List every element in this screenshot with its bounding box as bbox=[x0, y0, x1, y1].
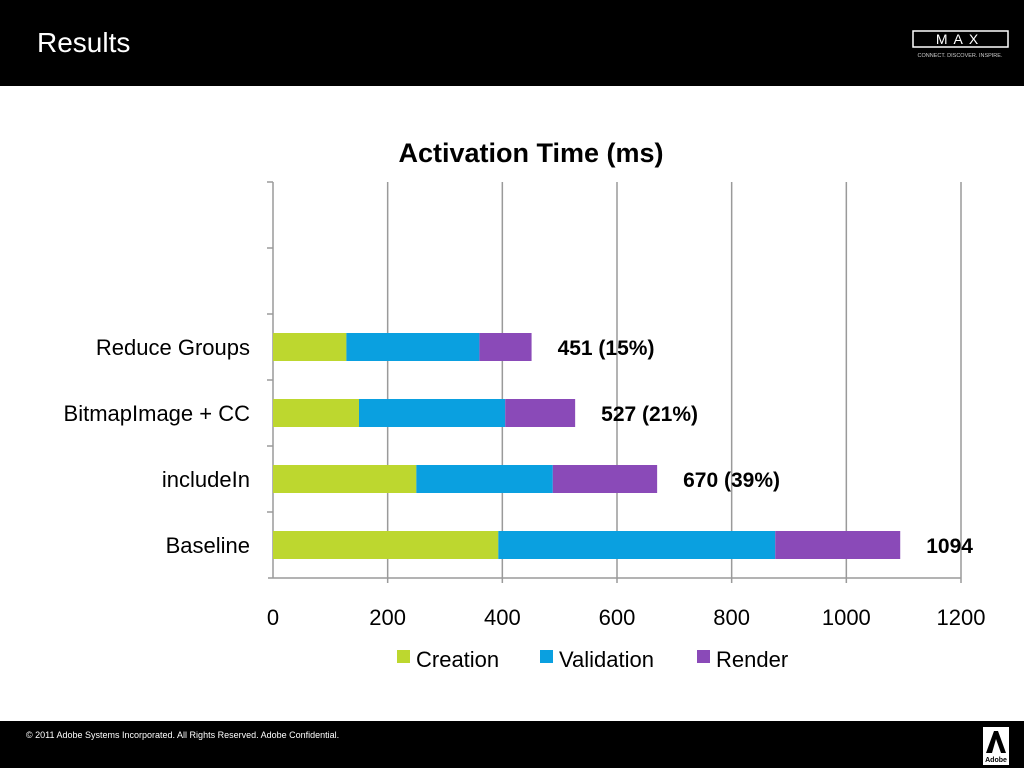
x-tick-label: 200 bbox=[369, 605, 406, 630]
legend-swatch-creation bbox=[397, 650, 410, 663]
x-tick-label: 400 bbox=[484, 605, 521, 630]
svg-text:MAX: MAX bbox=[936, 31, 984, 47]
footer-bar: © 2011 Adobe Systems Incorporated. All R… bbox=[0, 721, 1024, 768]
bar-validation-3 bbox=[498, 531, 776, 559]
bar-creation-1 bbox=[273, 399, 359, 427]
data-label: 451 (15%) bbox=[558, 337, 655, 360]
bar-creation-0 bbox=[273, 333, 347, 361]
header-bar: Results MAX CONNECT. DISCOVER. INSPIRE. bbox=[0, 0, 1024, 86]
copyright-text: © 2011 Adobe Systems Incorporated. All R… bbox=[26, 730, 340, 740]
legend-label-render: Render bbox=[716, 647, 788, 672]
category-label: Baseline bbox=[166, 533, 250, 558]
bars bbox=[273, 333, 901, 559]
max-logo: MAX CONNECT. DISCOVER. INSPIRE. bbox=[912, 30, 1009, 59]
bar-render-1 bbox=[505, 399, 576, 427]
adobe-logo-icon: Adobe bbox=[983, 727, 1009, 765]
x-tick-label: 1000 bbox=[822, 605, 871, 630]
legend-label-creation: Creation bbox=[416, 647, 499, 672]
bar-render-0 bbox=[479, 333, 532, 361]
category-label: BitmapImage + CC bbox=[64, 401, 251, 426]
axes bbox=[267, 181, 961, 579]
chart-title: Activation Time (ms) bbox=[398, 138, 663, 168]
legend-label-validation: Validation bbox=[559, 647, 654, 672]
legend-swatch-validation bbox=[540, 650, 553, 663]
bar-creation-2 bbox=[273, 465, 417, 493]
bar-validation-0 bbox=[346, 333, 480, 361]
data-label: 527 (21%) bbox=[601, 403, 698, 426]
bar-creation-3 bbox=[273, 531, 499, 559]
svg-text:Adobe: Adobe bbox=[985, 757, 1007, 764]
bar-validation-2 bbox=[416, 465, 553, 493]
legend: Creation Validation Render bbox=[397, 647, 788, 672]
activation-time-chart: Activation Time (ms) 0 200 400 600 800 1000 12… bbox=[64, 138, 986, 672]
labels: 0 200 400 600 800 1000 1200 Reduce Groups 451 (1… bbox=[64, 335, 986, 630]
x-tick-label: 0 bbox=[267, 605, 279, 630]
bar-render-2 bbox=[552, 465, 658, 493]
svg-text:CONNECT. DISCOVER. INSPIRE.: CONNECT. DISCOVER. INSPIRE. bbox=[918, 53, 1003, 59]
gridlines bbox=[386, 182, 962, 583]
x-tick-label: 1200 bbox=[937, 605, 986, 630]
data-label: 670 (39%) bbox=[683, 469, 780, 492]
bar-render-3 bbox=[775, 531, 901, 559]
legend-swatch-render bbox=[697, 650, 710, 663]
slide-title: Results bbox=[37, 27, 131, 58]
x-tick-label: 600 bbox=[599, 605, 636, 630]
bar-validation-1 bbox=[359, 399, 506, 427]
category-label: Reduce Groups bbox=[96, 335, 250, 360]
category-label: includeIn bbox=[162, 467, 250, 492]
x-tick-label: 800 bbox=[713, 605, 750, 630]
data-label: 1094 bbox=[926, 535, 973, 558]
